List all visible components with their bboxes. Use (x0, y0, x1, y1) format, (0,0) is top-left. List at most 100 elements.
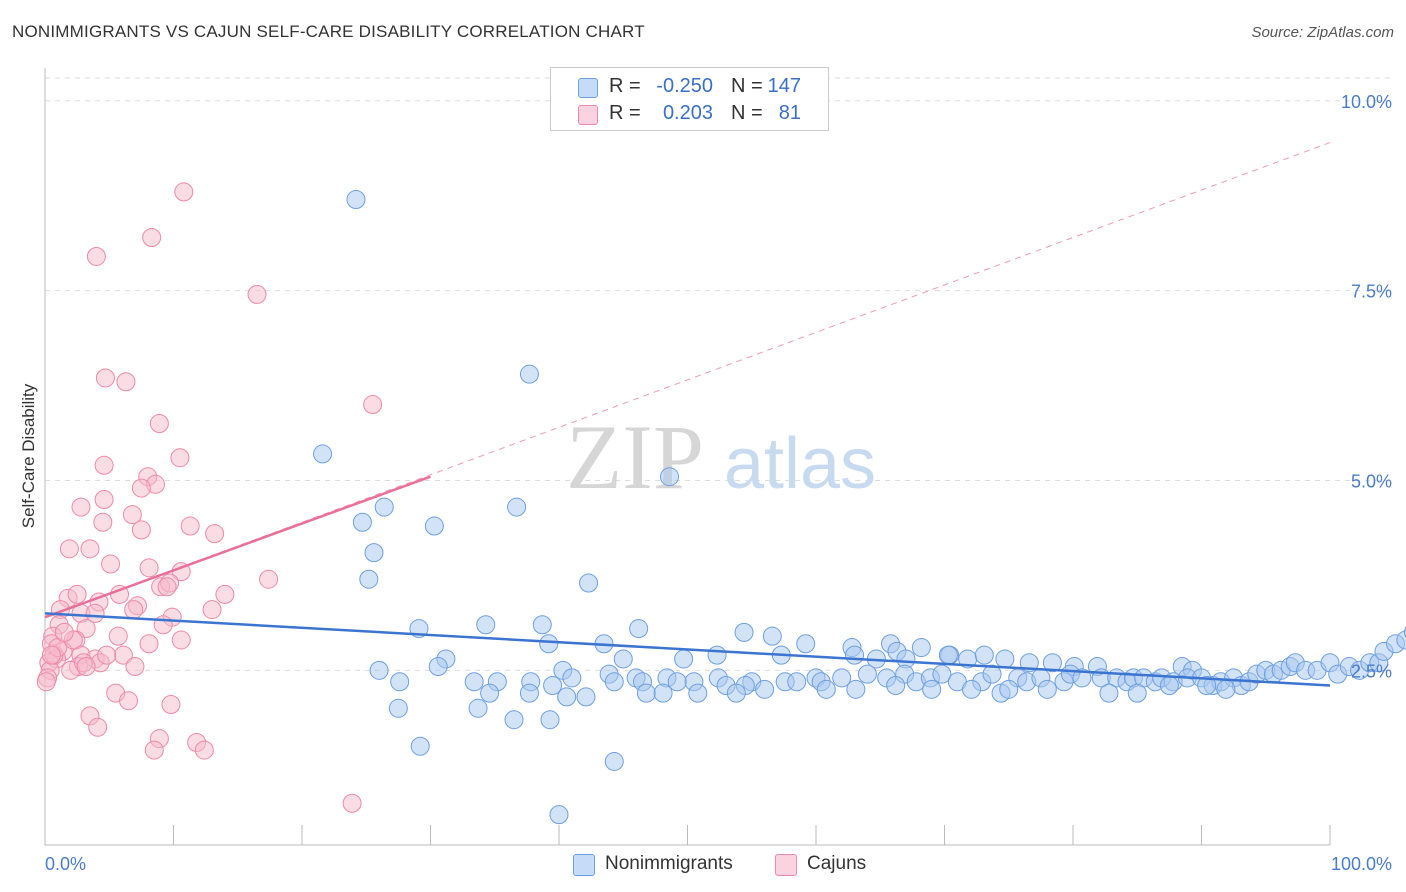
point-cajuns (139, 634, 159, 654)
point-cajuns (131, 520, 151, 540)
point-nonimmigrants (504, 710, 524, 730)
point-cajuns (76, 657, 96, 677)
point-cajuns (125, 657, 145, 677)
chart-title: NONIMMIGRANTS VS CAJUN SELF-CARE DISABIL… (12, 22, 645, 41)
point-nonimmigrants (390, 672, 410, 692)
r-label: R = (609, 102, 641, 124)
point-nonimmigrants (1127, 683, 1147, 703)
y-tick-label: 5.0% (1351, 471, 1392, 491)
point-nonimmigrants (1216, 679, 1236, 699)
point-cajuns (142, 227, 162, 247)
point-cajuns (144, 740, 164, 760)
point-nonimmigrants (428, 657, 448, 677)
point-cajuns (67, 584, 87, 604)
axes (44, 68, 1331, 846)
point-nonimmigrants (424, 516, 444, 536)
source-label: Source: ZipAtlas.com (1251, 24, 1394, 41)
point-cajuns (85, 603, 105, 623)
point-cajuns (86, 246, 106, 266)
point-nonimmigrants (660, 467, 680, 487)
y-axis-label: Self-Care Disability (19, 383, 38, 528)
r-value: -0.250 (656, 75, 713, 97)
point-nonimmigrants (604, 751, 624, 771)
point-nonimmigrants (857, 664, 877, 684)
point-nonimmigrants (549, 805, 569, 825)
point-nonimmigrants (961, 679, 981, 699)
point-nonimmigrants (886, 676, 906, 696)
point-cajuns (161, 695, 181, 715)
point-cajuns (97, 645, 117, 665)
legend-label-nonimmigrants: Nonimmigrants (605, 853, 733, 874)
point-cajuns (59, 539, 79, 559)
point-nonimmigrants (313, 444, 333, 464)
point-cajuns (94, 455, 114, 475)
point-cajuns (139, 558, 159, 578)
point-cajuns (122, 505, 142, 525)
point-cajuns (119, 691, 139, 711)
point-nonimmigrants (911, 638, 931, 658)
point-cajuns (342, 793, 362, 813)
point-nonimmigrants (845, 645, 865, 665)
y-tick-label: 7.5% (1351, 282, 1392, 302)
point-nonimmigrants (468, 698, 488, 718)
point-cajuns (116, 372, 136, 392)
point-nonimmigrants (410, 736, 430, 756)
point-nonimmigrants (346, 190, 366, 210)
trend-line-cajuns-extended (44, 142, 1331, 618)
trend-line-nonimmigrants (44, 612, 1331, 687)
point-nonimmigrants (352, 512, 372, 532)
point-nonimmigrants (832, 668, 852, 688)
point-cajuns (363, 395, 383, 415)
point-nonimmigrants (932, 664, 952, 684)
stats-row-nonimmigrants: R = -0.250 N = 147 (551, 73, 828, 101)
point-cajuns (205, 524, 225, 544)
point-nonimmigrants (539, 634, 559, 654)
point-cajuns (149, 414, 169, 434)
point-cajuns (41, 645, 61, 665)
point-cajuns (71, 497, 91, 517)
point-cajuns (202, 600, 222, 620)
point-nonimmigrants (999, 679, 1019, 699)
point-cajuns (88, 717, 108, 737)
y-tick-label: 2.5% (1351, 661, 1392, 681)
point-nonimmigrants (688, 683, 708, 703)
point-nonimmigrants (557, 687, 577, 707)
point-cajuns (215, 584, 235, 604)
point-nonimmigrants (364, 543, 384, 563)
series-nonimmigrants-points (313, 190, 1406, 825)
point-cajuns (108, 626, 128, 646)
point-nonimmigrants (369, 660, 389, 680)
trend-line-cajuns (44, 475, 431, 619)
x-tick-label: 0.0% (45, 854, 86, 874)
point-nonimmigrants (667, 672, 687, 692)
point-nonimmigrants (674, 649, 694, 669)
point-nonimmigrants (1042, 653, 1062, 673)
point-nonimmigrants (636, 683, 656, 703)
point-nonimmigrants (629, 619, 649, 639)
point-cajuns (93, 512, 113, 532)
point-nonimmigrants (388, 698, 408, 718)
point-nonimmigrants (762, 626, 782, 646)
point-nonimmigrants (562, 668, 582, 688)
point-nonimmigrants (1159, 676, 1179, 696)
x-tick-label: 100.0% (1331, 854, 1392, 874)
stats-row-cajuns: R = 0.203 N = 81 (551, 100, 828, 128)
point-cajuns (101, 554, 121, 574)
point-cajuns (171, 630, 191, 650)
point-nonimmigrants (359, 569, 379, 589)
point-nonimmigrants (796, 634, 816, 654)
nonimmigrants-swatch (578, 78, 598, 98)
point-cajuns (131, 478, 151, 498)
point-nonimmigrants (519, 683, 539, 703)
point-nonimmigrants (1099, 683, 1119, 703)
point-nonimmigrants (816, 679, 836, 699)
tick-labels: 2.5% 5.0% 7.5% 10.0% 0.0% 100.0% (45, 92, 1392, 874)
series-cajuns-points (36, 182, 383, 813)
point-cajuns (95, 368, 115, 388)
y-tick-label: 10.0% (1341, 92, 1392, 112)
point-nonimmigrants (938, 645, 958, 665)
cajuns-swatch (578, 105, 598, 125)
n-label: N = (731, 102, 763, 124)
point-nonimmigrants (374, 497, 394, 517)
